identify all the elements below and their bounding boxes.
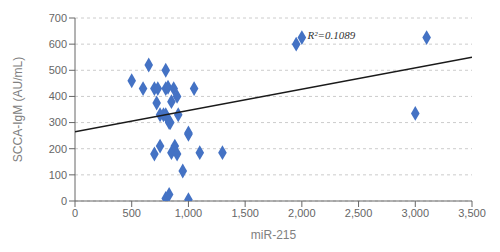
svg-text:SCCA-IgM (AU/mL): SCCA-IgM (AU/mL) (11, 57, 25, 162)
svg-text:700: 700 (49, 12, 67, 24)
svg-text:0: 0 (61, 195, 67, 207)
svg-text:R²=0.1089: R²=0.1089 (307, 29, 356, 41)
svg-text:500: 500 (123, 207, 141, 219)
svg-text:100: 100 (49, 169, 67, 181)
svg-text:1,000: 1,000 (175, 207, 203, 219)
svg-text:400: 400 (49, 90, 67, 102)
svg-text:200: 200 (49, 143, 67, 155)
svg-text:0: 0 (72, 207, 78, 219)
svg-text:2,000: 2,000 (288, 207, 316, 219)
svg-text:300: 300 (49, 116, 67, 128)
svg-text:2,500: 2,500 (345, 207, 373, 219)
svg-text:1,500: 1,500 (231, 207, 259, 219)
svg-text:500: 500 (49, 64, 67, 76)
svg-text:3,000: 3,000 (402, 207, 430, 219)
svg-text:3,500: 3,500 (458, 207, 486, 219)
svg-text:600: 600 (49, 38, 67, 50)
svg-text:miR-215: miR-215 (251, 228, 297, 242)
